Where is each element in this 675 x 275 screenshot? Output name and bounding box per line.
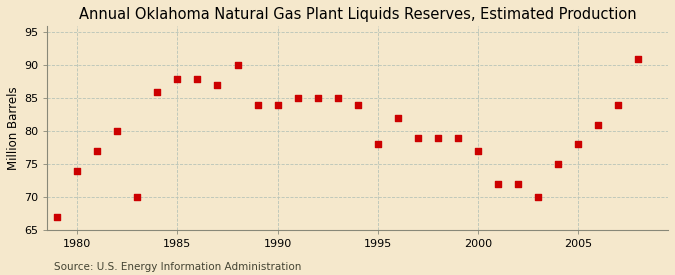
Point [292, 96, 303, 100]
Point [252, 103, 263, 107]
Point [553, 162, 564, 166]
Point [632, 57, 643, 61]
Point [392, 116, 403, 120]
Point [472, 149, 483, 153]
Point [112, 129, 123, 133]
Point [332, 96, 343, 100]
Point [132, 195, 143, 199]
Point [593, 122, 603, 127]
Point [613, 103, 624, 107]
Point [92, 149, 103, 153]
Title: Annual Oklahoma Natural Gas Plant Liquids Reserves, Estimated Production: Annual Oklahoma Natural Gas Plant Liquid… [79, 7, 637, 22]
Point [373, 142, 383, 147]
Point [172, 76, 183, 81]
Point [533, 195, 543, 199]
Point [152, 89, 163, 94]
Y-axis label: Million Barrels: Million Barrels [7, 86, 20, 170]
Point [433, 136, 443, 140]
Point [512, 182, 523, 186]
Point [452, 136, 463, 140]
Point [313, 96, 323, 100]
Point [572, 142, 583, 147]
Point [493, 182, 504, 186]
Point [72, 168, 83, 173]
Point [192, 76, 203, 81]
Point [412, 136, 423, 140]
Point [212, 83, 223, 87]
Point [352, 103, 363, 107]
Point [272, 103, 283, 107]
Text: Source: U.S. Energy Information Administration: Source: U.S. Energy Information Administ… [54, 262, 301, 272]
Point [232, 63, 243, 68]
Point [52, 214, 63, 219]
